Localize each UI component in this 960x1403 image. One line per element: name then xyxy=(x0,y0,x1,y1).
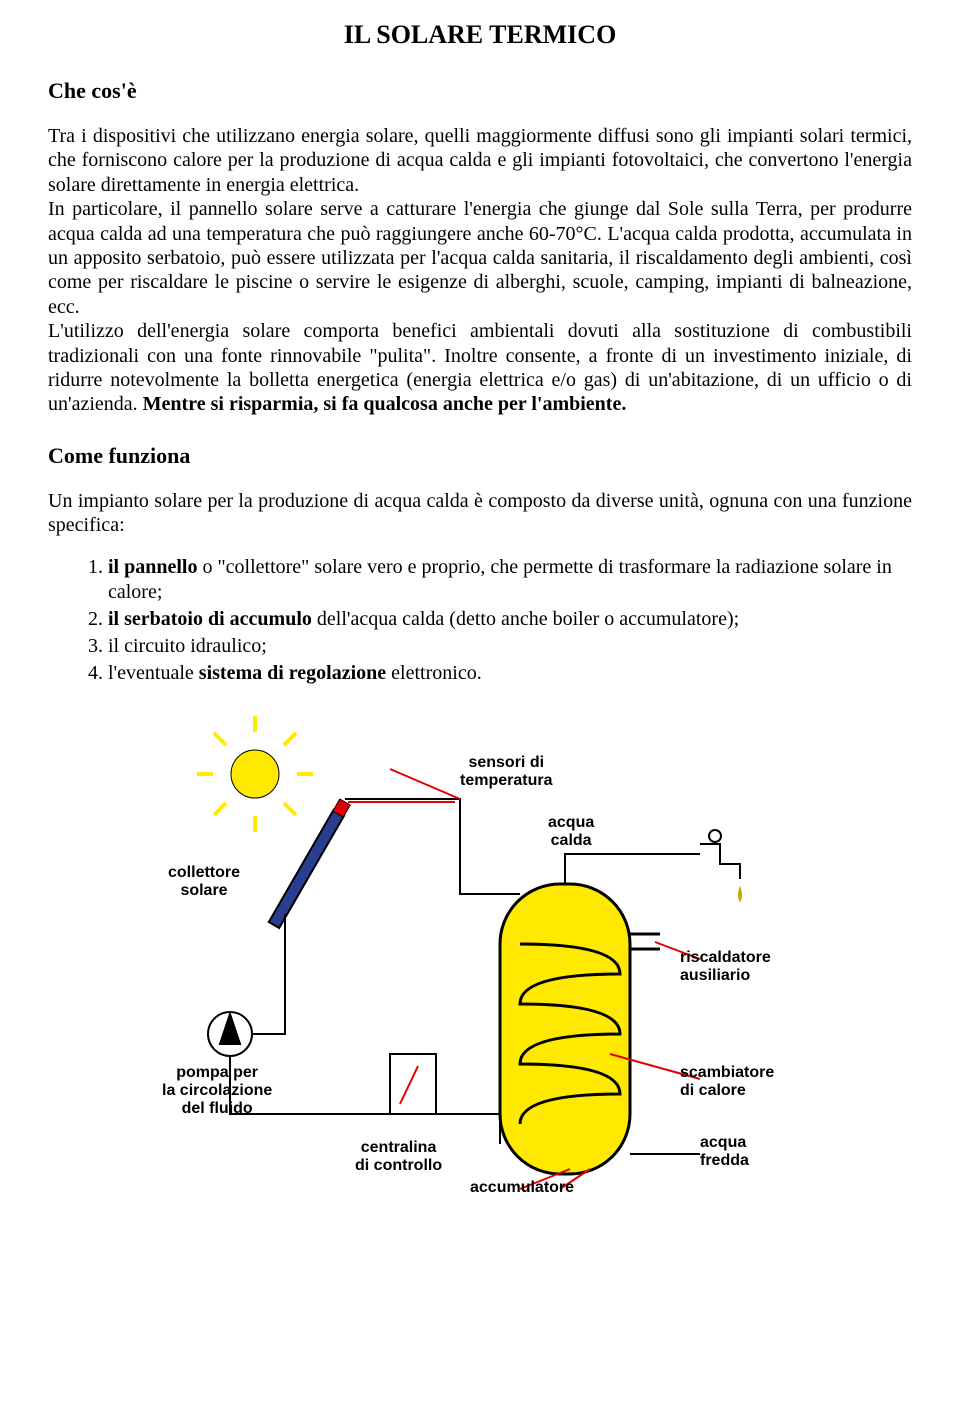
li4-c: elettronico. xyxy=(386,662,482,684)
system-diagram: sensori ditemperatura collettoresolare a… xyxy=(160,714,800,1194)
p1c-bold: Mentre si risparmia, si fa qualcosa anch… xyxy=(143,393,627,415)
p1a: Tra i dispositivi che utilizzano energia… xyxy=(48,125,912,196)
label-pompa: pompa perla circolazionedel fluido xyxy=(162,1064,272,1117)
components-list: il pannello o "collettore" solare vero e… xyxy=(48,555,912,686)
li4-a: l'eventuale xyxy=(108,662,199,684)
li2-rest: dell'acqua calda (detto anche boiler o a… xyxy=(312,608,739,630)
list-item: l'eventuale sistema di regolazione elett… xyxy=(108,661,912,686)
label-scambiatore: scambiatoredi calore xyxy=(680,1064,774,1099)
section-heading-how: Come funziona xyxy=(48,443,912,469)
li1-bold: il pannello xyxy=(108,556,197,578)
section-heading-whatis: Che cos'è xyxy=(48,78,912,104)
p1b: In particolare, il pannello solare serve… xyxy=(48,198,912,318)
list-item: il circuito idraulico; xyxy=(108,634,912,659)
tank-icon xyxy=(500,884,660,1174)
paragraph-how-intro: Un impianto solare per la produzione di … xyxy=(48,489,912,538)
label-acqua-fredda: acquafredda xyxy=(700,1134,749,1169)
label-centralina: centralinadi controllo xyxy=(355,1139,442,1174)
paragraph-whatis: Tra i dispositivi che utilizzano energia… xyxy=(48,124,912,417)
li2-bold: il serbatoio di accumulo xyxy=(108,608,312,630)
list-item: il serbatoio di accumulo dell'acqua cald… xyxy=(108,607,912,632)
list-item: il pannello o "collettore" solare vero e… xyxy=(108,555,912,605)
page-title: IL SOLARE TERMICO xyxy=(48,20,912,50)
li1-rest: o "collettore" solare vero e proprio, ch… xyxy=(108,556,892,603)
li3: il circuito idraulico; xyxy=(108,635,267,657)
label-riscaldatore: riscaldatoreausiliario xyxy=(680,949,771,984)
label-acqua-calda: acquacalda xyxy=(548,814,594,849)
collector-icon xyxy=(269,800,350,929)
label-collettore: collettoresolare xyxy=(168,864,240,899)
label-accumulatore: accumulatore xyxy=(470,1179,574,1197)
label-sensori: sensori ditemperatura xyxy=(460,754,552,789)
li4-bold: sistema di regolazione xyxy=(199,662,386,684)
sun-icon xyxy=(197,716,313,832)
